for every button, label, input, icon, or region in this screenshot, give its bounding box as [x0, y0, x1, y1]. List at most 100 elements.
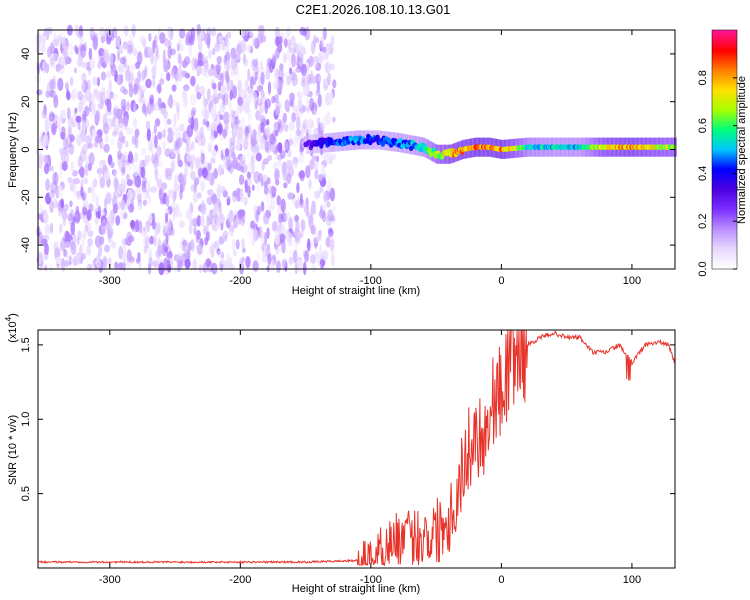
noise-cell	[81, 143, 88, 155]
noise-cell	[291, 112, 297, 123]
noise-cell	[173, 190, 177, 200]
noise-cell	[203, 224, 208, 236]
noise-cell	[117, 262, 124, 271]
snr-ytick-label: 1.5	[20, 337, 32, 352]
noise-cell	[213, 97, 220, 104]
colorbar-step	[712, 217, 737, 220]
noise-cell	[49, 113, 52, 122]
noise-cell	[105, 192, 112, 205]
noise-cell	[134, 152, 139, 163]
noise-cell	[308, 179, 312, 189]
noise-cell	[142, 102, 146, 113]
noise-cell	[83, 177, 89, 184]
noise-cell	[184, 166, 189, 177]
noise-cell	[288, 232, 293, 243]
noise-cell	[110, 137, 116, 146]
noise-cell	[193, 227, 197, 236]
noise-cell	[181, 59, 188, 69]
noise-cell	[69, 134, 75, 143]
noise-cell	[283, 182, 288, 189]
noise-cell	[263, 212, 270, 225]
noise-cell	[287, 139, 294, 146]
noise-cell	[88, 47, 93, 61]
noise-cell	[282, 112, 288, 124]
noise-cell	[44, 243, 49, 256]
noise-cell	[318, 51, 325, 63]
snr-multiplier-exp: 4	[4, 316, 13, 321]
noise-cell	[220, 222, 224, 231]
noise-cell	[193, 182, 197, 193]
noise-cell	[77, 90, 83, 101]
noise-cell	[126, 127, 133, 135]
noise-cell	[265, 140, 272, 154]
noise-cell	[276, 195, 282, 206]
colorbar-step	[712, 249, 737, 252]
noise-cell	[306, 97, 310, 109]
noise-cell	[100, 71, 107, 81]
noise-cell	[81, 122, 87, 135]
noise-cell	[222, 161, 228, 170]
noise-cell	[325, 62, 329, 74]
noise-cell	[75, 46, 79, 55]
noise-cell	[45, 90, 50, 99]
noise-cell	[63, 249, 68, 257]
noise-cell	[217, 81, 222, 92]
noise-cell	[299, 231, 304, 239]
noise-cell	[319, 36, 325, 49]
noise-cell	[220, 149, 224, 159]
noise-cell	[77, 101, 84, 114]
noise-cell	[150, 51, 154, 65]
noise-cell	[211, 208, 216, 217]
noise-cell	[172, 206, 176, 221]
noise-cell	[79, 149, 87, 162]
noise-cell	[266, 177, 271, 185]
noise-cell	[148, 139, 153, 152]
noise-cell	[128, 235, 135, 243]
noise-cell	[307, 238, 311, 252]
colorbar-step	[712, 237, 737, 240]
noise-cell	[226, 195, 231, 204]
colorbar-step	[712, 227, 737, 230]
noise-cell	[121, 183, 126, 193]
noise-cell	[266, 243, 271, 251]
noise-cell	[225, 154, 232, 169]
noise-cell	[129, 32, 134, 43]
noise-cell	[260, 121, 265, 133]
noise-cell	[286, 75, 292, 86]
noise-cell	[266, 118, 270, 126]
noise-cell	[293, 56, 299, 66]
noise-cell	[175, 203, 180, 218]
noise-cell	[92, 36, 99, 51]
colorbar-step	[712, 75, 737, 79]
noise-cell	[53, 241, 59, 253]
noise-cell	[152, 158, 159, 168]
noise-cell	[44, 224, 51, 234]
noise-cell	[63, 145, 70, 157]
colorbar-step	[712, 219, 737, 222]
noise-cell	[319, 174, 323, 182]
noise-cell	[189, 153, 196, 163]
noise-cell	[321, 210, 327, 223]
noise-cell	[284, 228, 290, 241]
noise-cell	[255, 152, 262, 162]
noise-cell	[115, 34, 121, 48]
noise-cell	[193, 56, 198, 69]
noise-cell	[229, 90, 233, 101]
spectrogram-xtick-label: -100	[360, 275, 382, 287]
noise-cell	[244, 179, 249, 188]
colorbar-step	[712, 141, 737, 145]
noise-cell	[97, 166, 103, 180]
noise-cell	[278, 142, 283, 154]
noise-cell	[84, 162, 89, 177]
colorbar-step	[712, 97, 737, 101]
noise-cell	[118, 122, 125, 132]
noise-cell	[87, 68, 92, 76]
noise-cell	[217, 92, 222, 100]
noise-cell	[66, 107, 71, 120]
noise-cell	[283, 38, 288, 48]
noise-cell	[121, 167, 126, 174]
noise-cell	[67, 213, 73, 222]
noise-cell	[238, 105, 244, 114]
noise-cell	[73, 232, 77, 244]
noise-cell	[128, 85, 134, 98]
